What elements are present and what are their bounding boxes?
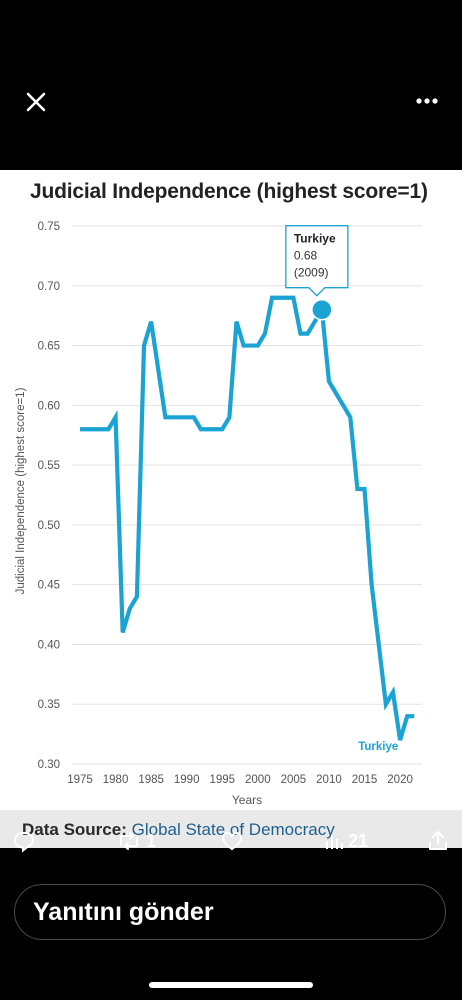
data-source-label: Data Source: [22, 820, 127, 839]
reply-icon [13, 831, 35, 853]
y-tick-label: 0.45 [38, 580, 60, 592]
tooltip-year: (2009) [294, 266, 329, 280]
views-count: 21 [348, 830, 369, 851]
tooltip-box [285, 225, 349, 297]
tooltip-title: Turkiye [294, 232, 336, 246]
share-button[interactable] [426, 828, 450, 854]
x-tick-label: 1980 [103, 774, 129, 786]
views-button[interactable]: 21 [324, 828, 368, 854]
x-tick-label: 2020 [387, 774, 413, 786]
tooltip-value: 0.68 [294, 249, 318, 263]
retweet-button[interactable]: 1 [116, 828, 156, 854]
x-axis-label: Years [232, 793, 262, 807]
y-tick-label: 0.65 [38, 341, 60, 353]
like-button[interactable] [220, 828, 244, 854]
x-tick-label: 1975 [67, 774, 93, 786]
y-axis-label: Judicial Independence (highest score=1) [15, 387, 27, 594]
more-horizontal-icon [416, 98, 438, 104]
share-icon [429, 831, 447, 850]
bottom-bar: Yanıtını gönder [0, 856, 462, 1000]
x-tick-label: 1995 [209, 774, 235, 786]
line-chart: 0.30 0.35 0.40 0.45 0.50 0.55 0.60 0.65 0.70 0.75… [15, 221, 422, 807]
y-tick-label: 0.75 [38, 221, 60, 233]
home-indicator [149, 982, 313, 988]
chart-title: Judicial Independence (highest score=1) [30, 180, 428, 203]
y-tick-label: 0.60 [38, 400, 60, 412]
reply-button[interactable] [12, 828, 36, 854]
series-line-turkiye [80, 295, 415, 741]
top-bar [0, 0, 462, 170]
x-tick-label: 2005 [281, 774, 307, 786]
x-tick-label: 2000 [245, 774, 271, 786]
highlighted-point [311, 298, 333, 321]
x-tick-label: 2010 [316, 774, 342, 786]
data-source-link[interactable]: Global State of Democracy [131, 820, 335, 839]
series-label: Turkiye [358, 741, 398, 753]
y-tick-label: 0.70 [38, 281, 60, 293]
close-button[interactable] [20, 86, 52, 118]
x-tick-label: 2015 [352, 774, 378, 786]
reply-input[interactable]: Yanıtını gönder [14, 884, 446, 940]
retweet-count: 1 [146, 830, 157, 851]
y-tick-label: 0.55 [38, 460, 60, 472]
retweet-icon [120, 832, 138, 850]
action-bar: 1 21 [0, 826, 462, 856]
x-tick-label: 1990 [174, 774, 200, 786]
y-tick-label: 0.35 [38, 699, 60, 711]
close-icon [26, 92, 46, 112]
chart-card: Judicial Independence (highest score=1) … [0, 170, 462, 810]
x-tick-label: 1985 [138, 774, 164, 786]
y-tick-label: 0.30 [38, 759, 60, 771]
views-icon [326, 835, 343, 849]
y-tick-label: 0.40 [38, 639, 60, 651]
more-options-button[interactable] [404, 88, 448, 114]
heart-icon [221, 831, 243, 851]
data-source: Data Source: Global State of Democracy [0, 810, 462, 848]
y-tick-label: 0.50 [38, 520, 60, 532]
